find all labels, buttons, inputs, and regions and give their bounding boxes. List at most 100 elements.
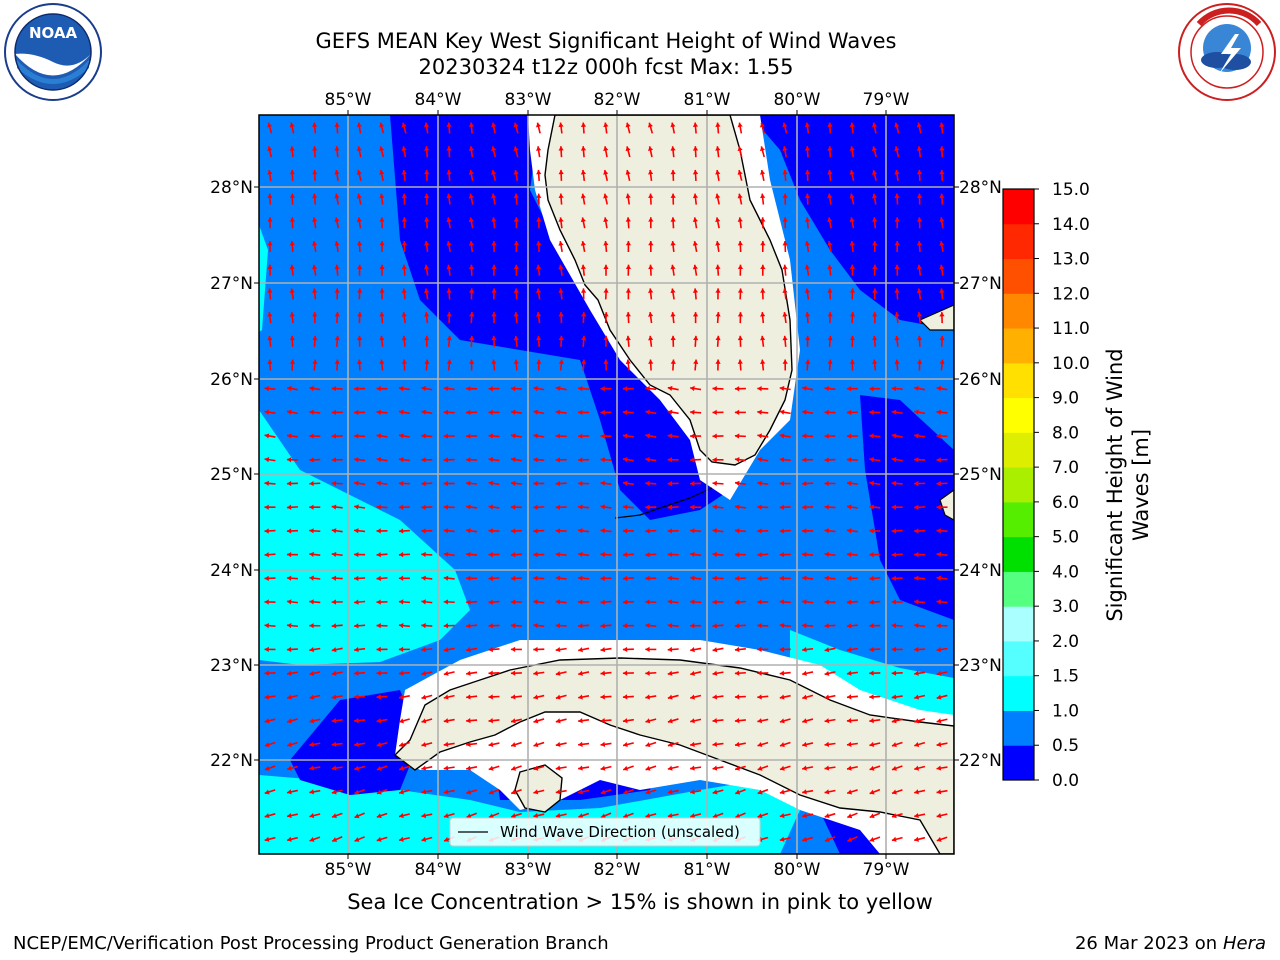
wind-wave-arrow bbox=[558, 217, 564, 229]
wind-wave-arrow bbox=[779, 480, 791, 487]
wind-wave-arrow bbox=[622, 528, 634, 534]
wind-wave-arrow bbox=[712, 575, 724, 581]
wind-wave-arrow bbox=[645, 552, 657, 558]
wind-wave-arrow bbox=[693, 359, 699, 371]
wind-wave-arrow bbox=[331, 504, 343, 510]
wind-wave-arrow bbox=[757, 623, 769, 629]
colorbar-swatch bbox=[1003, 571, 1034, 607]
wind-wave-arrow bbox=[398, 741, 410, 748]
wind-wave-arrow bbox=[555, 551, 567, 558]
wind-wave-arrow bbox=[354, 528, 366, 534]
wind-wave-arrow bbox=[376, 599, 388, 605]
wind-wave-arrow bbox=[914, 718, 926, 724]
wind-wave-arrow bbox=[510, 386, 522, 392]
wind-wave-arrow bbox=[491, 146, 497, 158]
wind-wave-arrow bbox=[401, 217, 408, 229]
wind-wave-arrow bbox=[289, 312, 295, 324]
wind-wave-arrow bbox=[670, 217, 676, 229]
wind-wave-arrow bbox=[715, 264, 721, 276]
wind-wave-arrow bbox=[331, 765, 343, 771]
wind-wave-arrow bbox=[757, 646, 769, 653]
wind-wave-arrow bbox=[398, 480, 410, 487]
wind-wave-arrow bbox=[939, 359, 945, 371]
wind-wave-arrow bbox=[354, 788, 366, 795]
wind-wave-arrow bbox=[914, 836, 926, 842]
wind-wave-arrow bbox=[267, 264, 273, 276]
wind-wave-arrow bbox=[376, 457, 388, 463]
wind-wave-arrow bbox=[869, 599, 881, 605]
wind-wave-arrow bbox=[779, 599, 791, 605]
wind-wave-arrow bbox=[936, 528, 948, 534]
wind-wave-arrow bbox=[779, 741, 791, 748]
wind-wave-arrow bbox=[354, 386, 366, 392]
wind-wave-arrow bbox=[488, 812, 500, 819]
wind-wave-arrow bbox=[648, 288, 654, 300]
wind-wave-arrow bbox=[894, 240, 900, 253]
wind-wave-arrow bbox=[533, 575, 545, 581]
wind-wave-arrow bbox=[267, 335, 273, 347]
wind-wave-arrow bbox=[824, 670, 836, 676]
wind-wave-arrow bbox=[376, 670, 388, 676]
wind-wave-arrow bbox=[510, 670, 522, 676]
wind-wave-arrow bbox=[734, 694, 746, 700]
wind-wave-arrow bbox=[939, 240, 945, 253]
wind-wave-arrow bbox=[510, 457, 522, 463]
wind-wave-arrow bbox=[331, 386, 343, 392]
wind-wave-arrow bbox=[715, 288, 721, 300]
wind-wave-arrow bbox=[356, 122, 362, 134]
wind-wave-arrow bbox=[690, 718, 702, 724]
wind-wave-arrow bbox=[491, 193, 497, 205]
wind-wave-arrow bbox=[917, 359, 923, 371]
wind-wave-arrow bbox=[558, 169, 564, 181]
wind-wave-arrow bbox=[757, 457, 769, 463]
wind-wave-arrow bbox=[824, 647, 836, 653]
wind-wave-arrow bbox=[916, 169, 923, 181]
wind-wave-arrow bbox=[466, 409, 478, 416]
wind-wave-arrow bbox=[401, 122, 407, 134]
wind-wave-arrow bbox=[289, 264, 295, 276]
wind-wave-arrow bbox=[916, 312, 923, 324]
wind-wave-arrow bbox=[648, 193, 654, 205]
wind-wave-arrow bbox=[309, 433, 321, 439]
wind-wave-arrow bbox=[379, 169, 385, 181]
sea-ice-footnote: Sea Ice Concentration > 15% is shown in … bbox=[347, 890, 933, 914]
wind-wave-arrow bbox=[712, 551, 724, 558]
wind-wave-arrow bbox=[757, 552, 769, 558]
wind-wave-arrow bbox=[331, 480, 343, 487]
wind-wave-arrow bbox=[376, 788, 388, 795]
wind-wave-arrow bbox=[376, 552, 388, 558]
colorbar-frame bbox=[1002, 188, 1035, 781]
wind-wave-arrow bbox=[376, 623, 388, 629]
wind-wave-arrow bbox=[757, 694, 769, 700]
wind-wave-arrow bbox=[424, 146, 430, 158]
wind-wave-arrow bbox=[712, 812, 724, 819]
wind-wave-arrow bbox=[712, 433, 724, 439]
wind-wave-arrow bbox=[421, 836, 433, 842]
colorbar-swatch bbox=[1003, 258, 1034, 294]
lat-tick-label: 27°N bbox=[210, 274, 253, 294]
wind-wave-arrow bbox=[667, 741, 679, 748]
map-legend: Wind Wave Direction (unscaled) bbox=[449, 817, 761, 847]
wind-wave-arrow bbox=[536, 146, 542, 158]
wind-wave-arrow bbox=[379, 264, 385, 276]
wind-wave-arrow bbox=[421, 812, 433, 819]
wind-wave-arrow bbox=[625, 240, 632, 253]
wind-wave-arrow bbox=[600, 694, 612, 700]
wind-wave-arrow bbox=[757, 741, 769, 748]
wind-wave-arrow bbox=[488, 599, 500, 605]
wind-wave-arrow bbox=[446, 193, 452, 205]
wind-wave-arrow bbox=[421, 551, 433, 558]
wind-wave-arrow bbox=[648, 264, 654, 276]
wind-wave-arrow bbox=[379, 240, 385, 253]
wind-wave-arrow bbox=[264, 575, 276, 581]
wind-wave-arrow bbox=[760, 193, 766, 205]
wind-wave-arrow bbox=[622, 457, 634, 463]
wind-wave-arrow bbox=[712, 623, 724, 629]
wind-wave-arrow bbox=[734, 551, 746, 558]
lon-tick-label: 85°W bbox=[325, 90, 372, 110]
wind-wave-arrow bbox=[357, 312, 363, 324]
wind-wave-arrow bbox=[667, 812, 679, 819]
wind-wave-arrow bbox=[779, 504, 791, 510]
wind-wave-arrow bbox=[356, 335, 363, 347]
wind-wave-arrow bbox=[600, 575, 612, 581]
